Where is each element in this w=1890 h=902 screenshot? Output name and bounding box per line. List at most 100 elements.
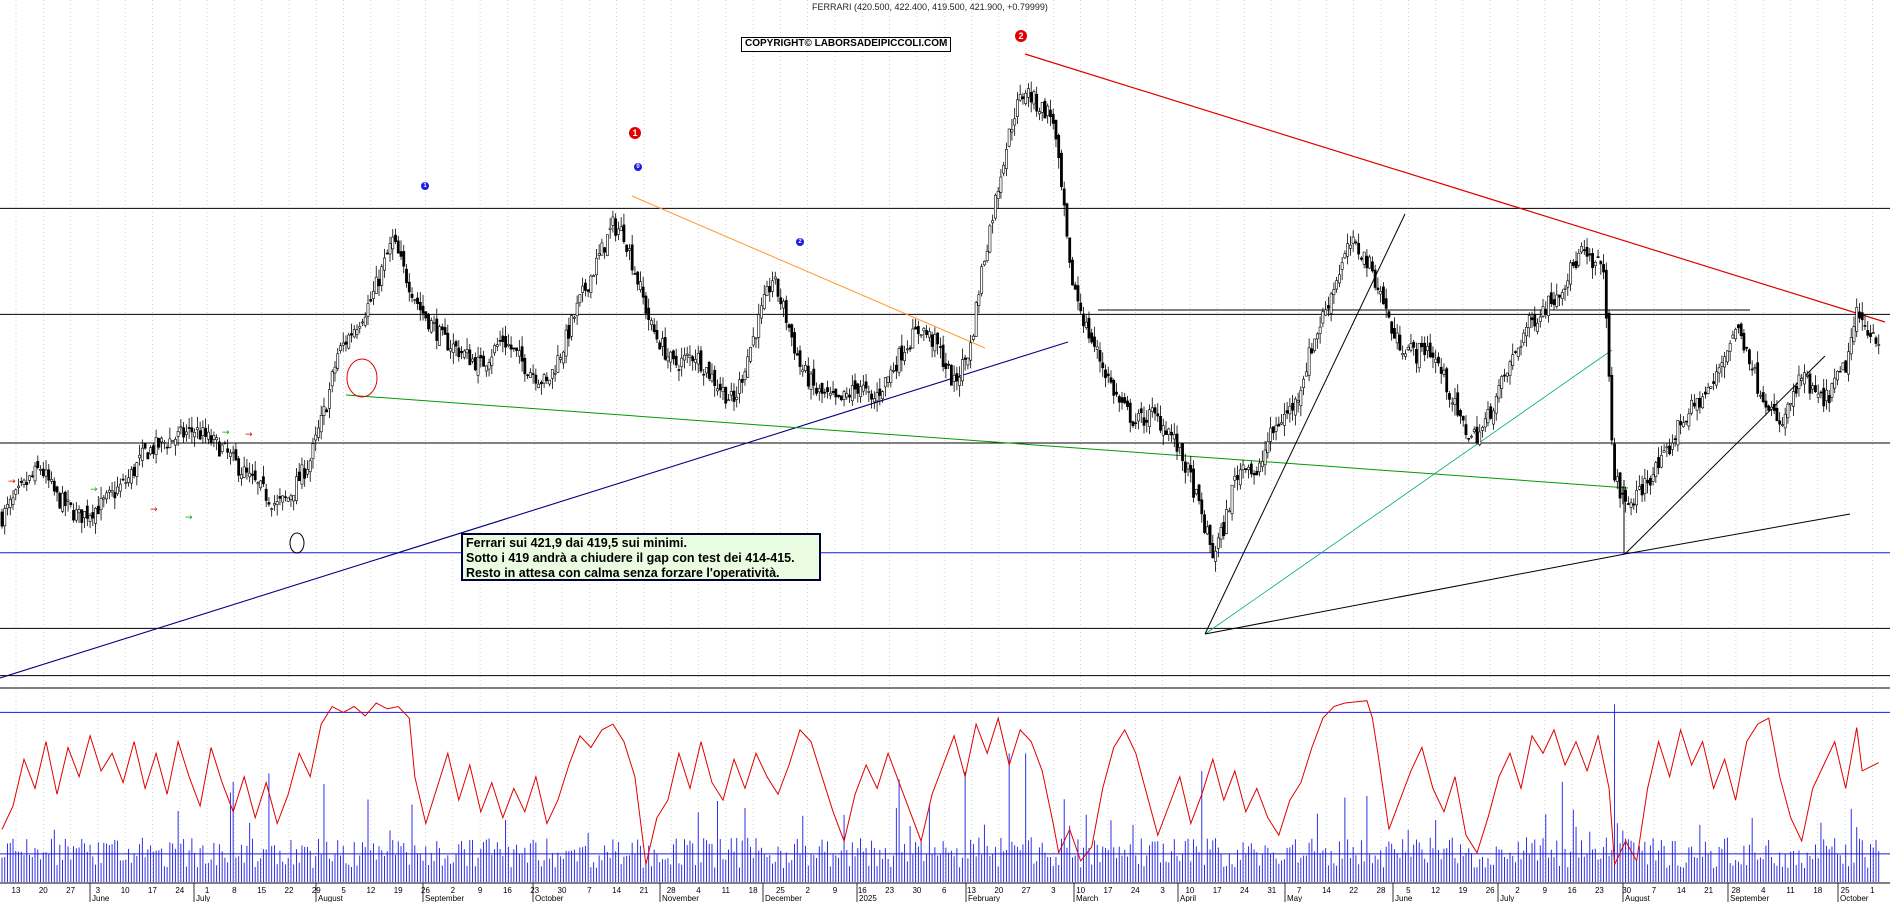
candle-body <box>1772 403 1776 411</box>
month-label: November <box>662 894 699 902</box>
day-tick-label: 21 <box>1704 886 1713 895</box>
day-tick-label: 27 <box>66 886 75 895</box>
candle-body <box>273 503 276 506</box>
candle-body <box>421 305 425 314</box>
trend-lines <box>0 53 1886 679</box>
candle-body <box>253 470 257 481</box>
candle-body <box>1225 509 1228 534</box>
candle-body <box>1577 252 1581 266</box>
candle-body <box>839 395 843 401</box>
candle-body <box>1365 255 1369 269</box>
candle-body <box>1373 269 1377 288</box>
signal-arrow: → <box>222 428 230 438</box>
candle-body <box>1750 368 1754 371</box>
candle-body <box>1541 306 1545 317</box>
day-tick-label: 12 <box>1431 886 1440 895</box>
candle-body <box>116 486 119 494</box>
signal-arrow: → <box>245 430 253 440</box>
wave-marker-blue-2: 2 <box>796 238 804 246</box>
candle-body <box>1043 100 1047 119</box>
candle-body <box>52 480 56 492</box>
candle-body <box>58 493 62 509</box>
candle-body <box>1095 346 1099 350</box>
candle-body <box>1552 299 1556 305</box>
candle-body <box>1662 450 1666 453</box>
candle-body <box>11 497 15 505</box>
candle-body <box>124 482 128 484</box>
candle-body <box>1167 428 1171 435</box>
candle-body <box>493 345 496 354</box>
candle-body <box>1038 111 1041 115</box>
candle-body <box>1318 326 1322 334</box>
candle-body <box>146 452 150 460</box>
candle-body <box>572 316 576 319</box>
candle-body <box>1238 469 1242 486</box>
candle-body <box>883 377 887 388</box>
candle-body <box>1324 309 1328 316</box>
candle-body <box>1368 256 1372 269</box>
candle-body <box>223 442 227 445</box>
candle-body <box>1855 307 1859 332</box>
candle-body <box>944 363 948 369</box>
candle-body <box>206 431 210 440</box>
candle-body <box>297 471 301 482</box>
candle-body <box>776 278 780 297</box>
candle-body <box>275 501 279 505</box>
note-line: Resto in attesa con calma senza forzare … <box>466 566 780 580</box>
candle-body <box>501 335 505 342</box>
candle-body <box>878 388 882 396</box>
day-tick-label: 9 <box>833 886 838 895</box>
candle-body <box>963 357 967 360</box>
x-axis-ticks: 1320273101724181522295121926291623307142… <box>12 883 1875 902</box>
candle-body <box>1437 356 1440 364</box>
candle-body <box>1472 429 1476 432</box>
candle-body <box>872 398 876 403</box>
candle-body <box>509 344 513 350</box>
candle-body <box>1073 284 1077 290</box>
candle-body <box>1764 400 1768 408</box>
candle-body <box>187 427 191 429</box>
candle-body <box>983 261 986 266</box>
candle-body <box>1018 94 1022 101</box>
candle-body <box>933 333 937 352</box>
candle-body <box>1569 262 1572 285</box>
candle-body <box>165 446 169 449</box>
candle-body <box>809 373 813 390</box>
candle-body <box>1128 402 1132 423</box>
candle-body <box>88 515 92 522</box>
candle-body <box>1486 409 1490 424</box>
candle-body <box>311 443 315 460</box>
candle-body <box>1838 370 1842 373</box>
candle-body <box>1068 237 1072 263</box>
candle-body <box>143 443 147 449</box>
candle-body <box>1871 332 1875 334</box>
month-label: July <box>196 894 210 902</box>
day-tick-label: 4 <box>696 886 701 895</box>
candle-body <box>922 327 926 332</box>
candle-body <box>1731 334 1735 339</box>
candle-body <box>50 479 53 482</box>
candle-body <box>229 452 232 457</box>
candle-body <box>1624 489 1627 502</box>
candle-body <box>443 327 447 335</box>
candle-body <box>198 430 202 440</box>
candle-body <box>647 307 651 320</box>
candle-body <box>1654 462 1658 477</box>
candle-body <box>1767 405 1771 411</box>
candle-body <box>1560 292 1564 299</box>
candle-body <box>856 383 860 394</box>
candle-body <box>1252 473 1256 476</box>
candles <box>0 81 1881 572</box>
candle-body <box>44 469 48 477</box>
candle-body <box>495 344 499 347</box>
candle-body <box>1145 419 1149 423</box>
candle-body <box>691 356 695 362</box>
candle-body <box>1315 333 1319 340</box>
candle-body <box>853 380 857 390</box>
candle-body <box>22 479 26 485</box>
day-tick-label: 28 <box>667 886 676 895</box>
candle-body <box>262 476 265 485</box>
candle-body <box>1277 423 1281 427</box>
candle-body <box>372 290 375 299</box>
month-label: July <box>1500 894 1514 902</box>
